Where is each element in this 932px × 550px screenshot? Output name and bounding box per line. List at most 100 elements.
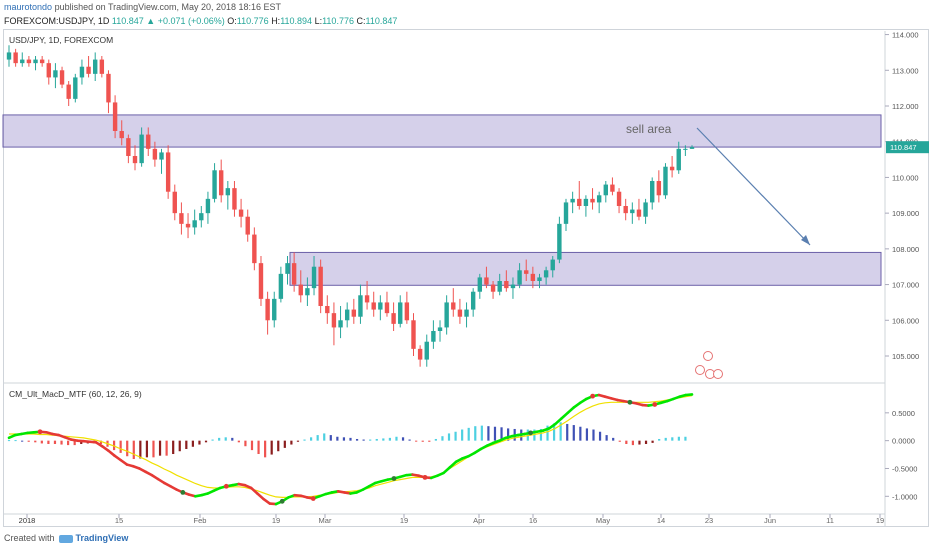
macd-histogram-bar xyxy=(165,440,168,456)
time-tick-label: 23 xyxy=(705,516,713,525)
author-link[interactable]: maurotondo xyxy=(4,2,53,12)
macd-histogram-bar xyxy=(585,428,589,441)
candle-body xyxy=(610,184,615,192)
candle-body xyxy=(663,166,668,196)
macd-histogram-bar xyxy=(572,425,575,441)
candle-body xyxy=(66,84,71,99)
candle-body xyxy=(126,138,131,156)
macd-histogram-bar xyxy=(34,440,37,443)
macd-cross-point xyxy=(223,483,229,489)
candle-body xyxy=(172,191,177,214)
candle-body xyxy=(510,284,516,289)
macd-histogram-bar xyxy=(671,437,674,441)
price-zone-2 xyxy=(289,251,882,286)
candle-body xyxy=(563,202,569,224)
macd-histogram-bar xyxy=(198,440,201,445)
macd-signal-line xyxy=(9,395,693,498)
macd-histogram-bar xyxy=(172,440,175,455)
candle-body xyxy=(192,220,197,228)
price-tick-label: 112.000 xyxy=(892,102,919,111)
up-arrow-icon: ▲ xyxy=(146,16,156,26)
candle-body xyxy=(464,309,469,317)
symbol-header: FOREXCOM:USDJPY, 1D 110.847 ▲ +0.071 (+0… xyxy=(4,16,397,26)
tradingview-brand[interactable]: TradingView xyxy=(75,533,129,543)
macd-cross-point xyxy=(279,498,285,504)
macd-histogram-bar xyxy=(139,440,142,459)
candle-body xyxy=(623,206,628,214)
time-tick-label: 14 xyxy=(657,516,665,525)
last-price: 110.847 xyxy=(111,16,144,26)
macd-cross-point xyxy=(391,476,397,481)
macd-histogram-bar xyxy=(566,423,569,441)
macd-histogram-bar xyxy=(375,438,378,441)
candle-body xyxy=(13,52,18,64)
price-zone-1 xyxy=(2,114,882,148)
macd-histogram-bar xyxy=(533,429,536,441)
candle-body xyxy=(543,270,549,278)
macd-cross-point xyxy=(528,430,533,436)
macd-histogram-bar xyxy=(605,435,608,441)
time-tick-label: Feb xyxy=(194,516,207,525)
macd-histogram-bar xyxy=(487,426,490,441)
macd-histogram-bar xyxy=(651,440,654,443)
candle-body xyxy=(364,295,370,303)
candle-body xyxy=(159,152,164,160)
time-tick-label: Apr xyxy=(473,516,485,525)
close-label: C: xyxy=(356,16,366,26)
candle-body xyxy=(676,148,681,171)
time-tick-label: 19 xyxy=(400,516,408,525)
candle-body xyxy=(338,320,343,328)
macd-histogram-bar xyxy=(677,436,680,441)
candle-body xyxy=(73,77,78,99)
symbol-name: FOREXCOM:USDJPY, 1D xyxy=(4,16,110,26)
macd-histogram-bar xyxy=(401,437,405,441)
candle-body xyxy=(371,302,376,310)
candle-body xyxy=(596,195,602,203)
macd-histogram-bar xyxy=(618,440,621,442)
candle-body xyxy=(112,102,118,131)
macd-tick-label: 0.0000 xyxy=(892,437,915,446)
macd-histogram-bar xyxy=(60,440,63,445)
macd-histogram-bar xyxy=(684,436,687,441)
candle-body xyxy=(106,73,111,103)
candle-body xyxy=(265,298,270,321)
macd-histogram-bar xyxy=(185,440,188,449)
macd-histogram-bar xyxy=(559,422,562,441)
macd-histogram-bar xyxy=(257,440,260,455)
time-tick-label: Mar xyxy=(319,516,332,525)
candle-body xyxy=(53,70,58,78)
candle-body xyxy=(550,259,555,271)
event-flag-icon xyxy=(703,351,713,361)
candle-body xyxy=(457,309,463,317)
candle-body xyxy=(398,302,403,324)
macd-line-segment xyxy=(560,411,570,420)
macd-histogram-bar xyxy=(21,440,24,442)
candle-body xyxy=(93,59,98,74)
candle-body xyxy=(656,181,662,196)
candle-body xyxy=(517,270,522,285)
macd-histogram-bar xyxy=(73,440,76,446)
price-tick-label: 107.000 xyxy=(892,281,919,290)
macd-histogram-bar xyxy=(132,440,135,460)
sell-area-label: sell area xyxy=(626,122,672,136)
macd-histogram-bar xyxy=(53,440,57,444)
candle-body xyxy=(384,302,390,314)
macd-histogram-bar xyxy=(658,438,661,441)
sell-arrow-line xyxy=(696,127,811,246)
candle-body xyxy=(6,52,12,60)
macd-line-segment xyxy=(448,460,458,469)
candle-body xyxy=(344,309,350,321)
price-tick-label: 108.000 xyxy=(892,245,919,254)
macd-cross-point xyxy=(652,402,658,407)
macd-histogram-bar xyxy=(612,437,615,441)
price-tick-label: 106.000 xyxy=(892,316,919,325)
candle-body xyxy=(404,302,410,321)
macd-histogram-bar xyxy=(592,429,595,441)
candle-body xyxy=(424,341,429,360)
macd-histogram-bar xyxy=(126,440,129,457)
candle-body xyxy=(431,331,436,342)
macd-cross-point xyxy=(590,393,596,399)
candle-body xyxy=(285,263,290,274)
candle-body xyxy=(630,209,635,214)
